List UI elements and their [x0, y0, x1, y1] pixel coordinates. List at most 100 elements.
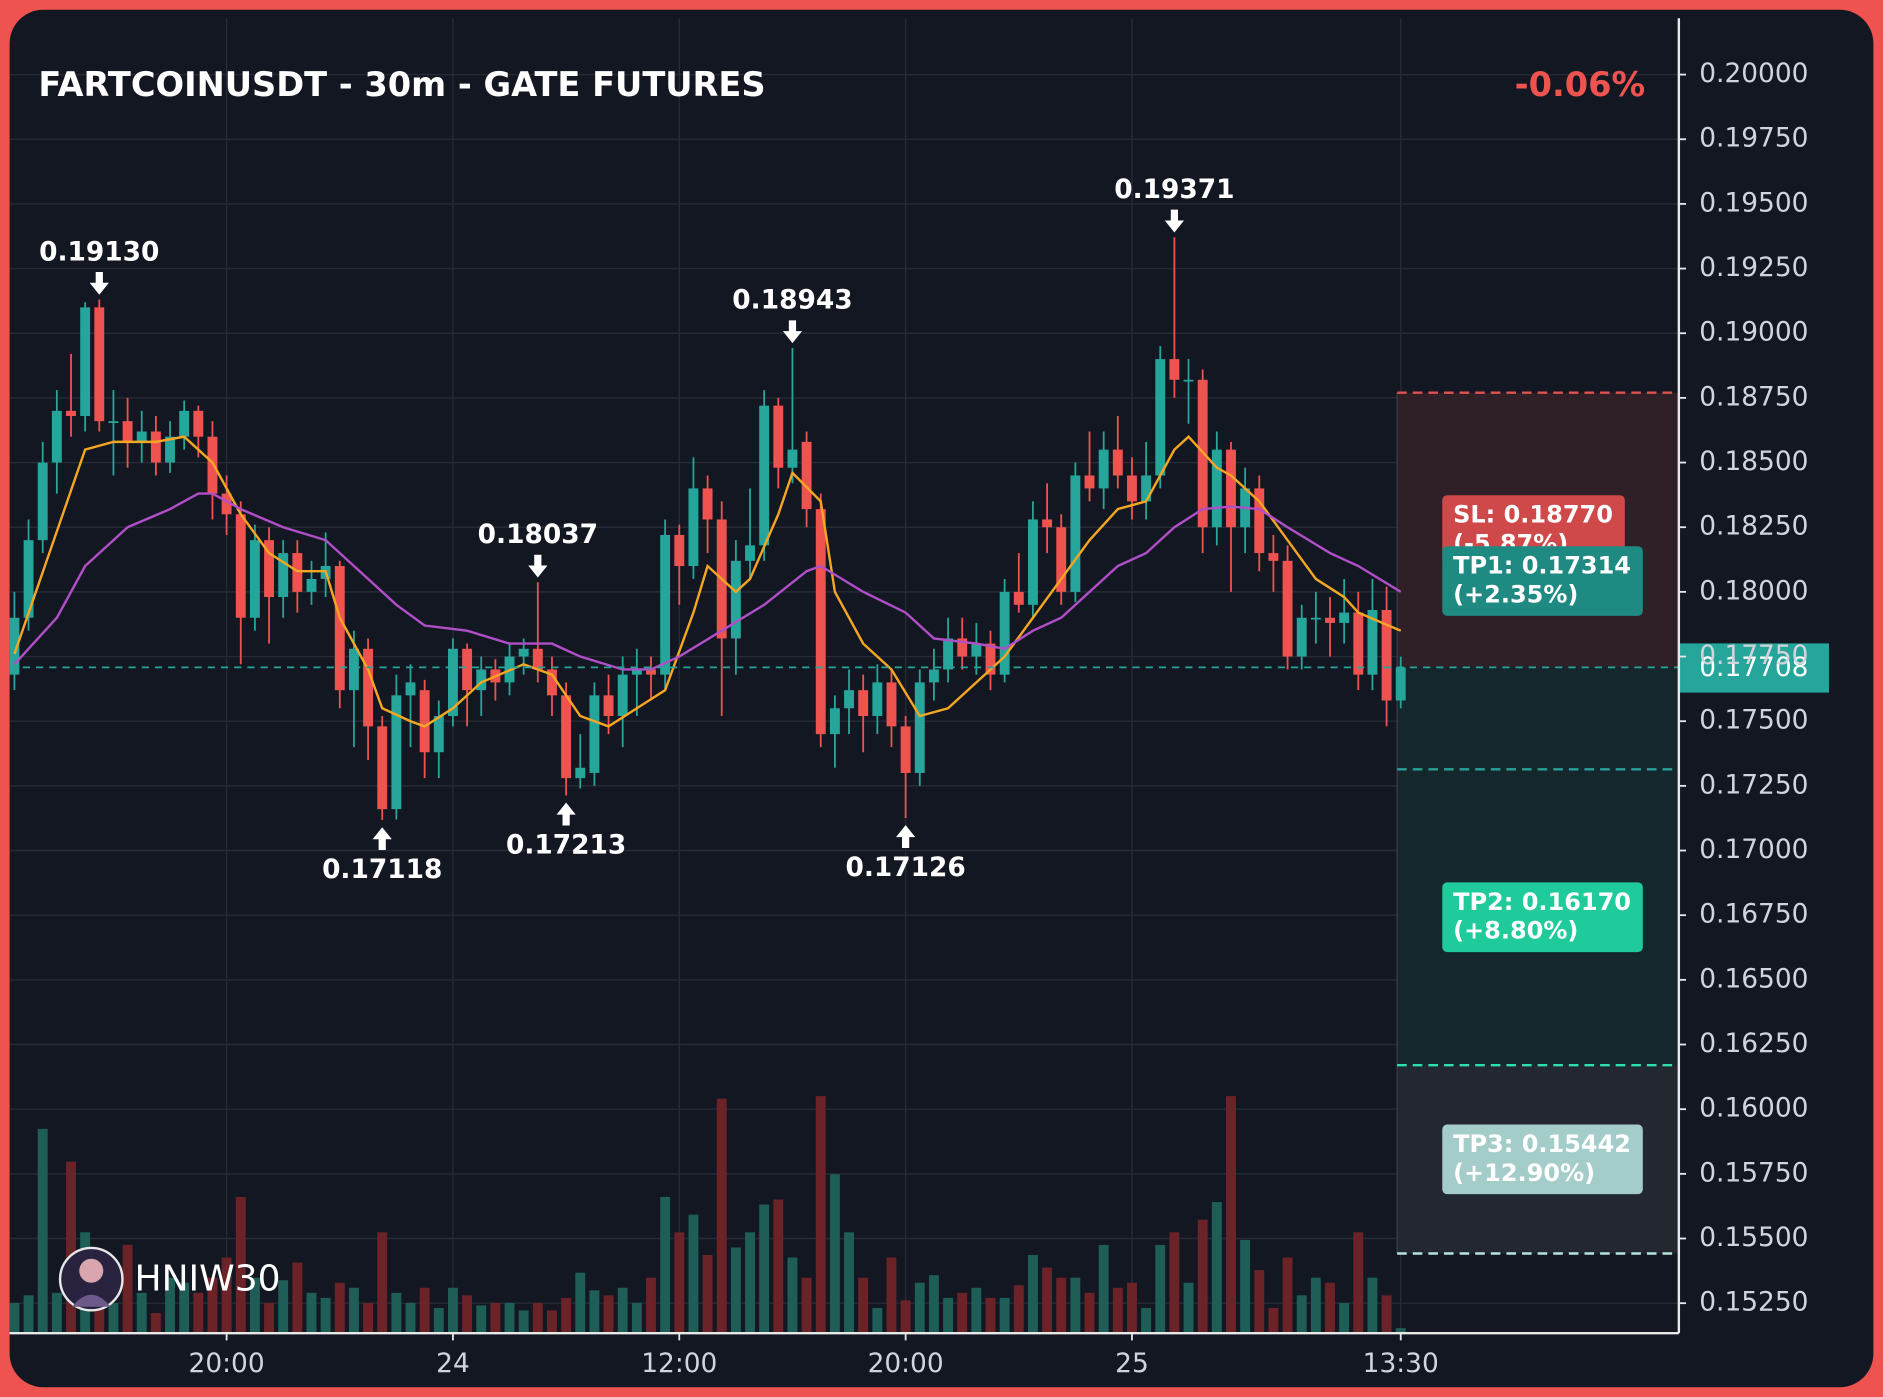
candle-body — [1395, 667, 1406, 701]
volume-bar — [829, 1174, 840, 1334]
volume-bar — [773, 1199, 784, 1334]
y-tick-label: 0.17500 — [1699, 705, 1808, 736]
level-label-text: TP3: 0.15442 — [1453, 1130, 1631, 1158]
volume-bar — [985, 1297, 996, 1334]
moving-average — [13, 492, 1402, 671]
candle-body — [801, 441, 812, 510]
volume-bar — [914, 1282, 925, 1334]
candle-body — [1141, 475, 1152, 502]
overlay: SL: 0.18770(-5.87%)TP1: 0.17314(+2.35%)T… — [9, 174, 1829, 1255]
volume-bar — [1183, 1282, 1194, 1334]
level-box — [1442, 1124, 1643, 1195]
volume-bar — [957, 1292, 968, 1334]
annotation-label: 0.19371 — [1114, 174, 1234, 205]
volume-bar — [688, 1214, 699, 1334]
level-pct-text: (+12.90%) — [1453, 1159, 1595, 1187]
avatar-body — [72, 1294, 111, 1307]
volume-bar — [971, 1287, 982, 1334]
volume-bar — [518, 1310, 529, 1334]
moving-average — [13, 434, 1402, 728]
annotation-label: 0.17213 — [506, 829, 626, 860]
level-label: TP2: 0.16170 — [1453, 888, 1631, 916]
volume-bar — [532, 1302, 543, 1334]
candle-body — [787, 449, 798, 468]
volume-bar — [165, 1277, 175, 1334]
candle-body — [1339, 612, 1350, 623]
volume-bar — [235, 1196, 246, 1334]
volume-bar — [122, 1244, 133, 1334]
volume-bar — [37, 1128, 48, 1334]
candle-body — [745, 545, 755, 561]
volume-bar — [249, 1277, 260, 1334]
volume-bar — [1296, 1295, 1307, 1334]
candle-body — [971, 643, 982, 657]
volume-bar — [1169, 1232, 1180, 1334]
y-tick-label: 0.18500 — [1699, 446, 1808, 477]
y-tick-label: 0.19500 — [1699, 187, 1808, 218]
level-pct: (+8.80%) — [1453, 917, 1578, 945]
candle-body — [150, 431, 161, 463]
chart-title: FARTCOINUSDT - 30m - GATE FUTURES — [38, 65, 765, 104]
x-tick-label: 25 — [1115, 1348, 1149, 1379]
volume-bar — [419, 1287, 430, 1334]
volume-bar — [348, 1287, 359, 1334]
volume-bar — [179, 1282, 190, 1334]
avatar-face — [79, 1258, 104, 1283]
volume-bar — [575, 1272, 586, 1334]
candle-body — [815, 509, 826, 735]
candle-body — [1226, 449, 1236, 528]
y-tick-label: 0.15250 — [1699, 1287, 1808, 1318]
volume-bar — [844, 1232, 854, 1334]
volume-bar — [660, 1196, 671, 1334]
y-tick-label: 0.17250 — [1699, 769, 1808, 800]
candle-body — [999, 591, 1010, 675]
candle-body — [928, 669, 939, 683]
volume-bar — [872, 1307, 883, 1334]
candle-body — [363, 648, 374, 727]
volume-bar — [1353, 1232, 1364, 1334]
candle-body — [589, 695, 600, 773]
volume-bar — [207, 1277, 218, 1334]
level-zone — [1397, 667, 1679, 1066]
volume-bar — [150, 1312, 161, 1334]
candle-body — [561, 695, 572, 779]
volume-bar — [1127, 1282, 1137, 1334]
candle-body — [165, 436, 175, 463]
candle-body — [1084, 475, 1095, 489]
candle-body — [306, 578, 317, 592]
annotation-label: 0.18943 — [732, 285, 852, 316]
candle-body — [1268, 553, 1279, 561]
candle-body — [51, 410, 62, 463]
candle-body — [603, 695, 614, 717]
candle-body — [575, 767, 586, 779]
volume-bar — [1070, 1277, 1081, 1334]
candle-body — [1127, 475, 1137, 502]
volume-bar — [1056, 1277, 1067, 1334]
volume-bar — [433, 1307, 444, 1334]
candle-body — [264, 540, 274, 598]
volume-bar — [1254, 1270, 1265, 1334]
candle-body — [193, 410, 204, 437]
candle-body — [37, 462, 48, 541]
candle-body — [207, 436, 218, 494]
annotation-label: 0.19130 — [39, 236, 159, 267]
level-label-text: TP1: 0.17314 — [1453, 552, 1631, 580]
candle-body — [1282, 560, 1293, 657]
y-tick-label: 0.17000 — [1699, 834, 1808, 865]
volume-bar — [674, 1232, 685, 1334]
annotation-arrow — [896, 825, 916, 848]
annotation-label: 0.17118 — [322, 854, 442, 885]
y-tick-label: 0.16750 — [1699, 899, 1808, 930]
candle-body — [122, 421, 133, 442]
candle-body — [900, 726, 911, 773]
candle-body — [419, 690, 430, 753]
volume-bar — [405, 1302, 416, 1334]
candle-body — [1296, 617, 1307, 657]
volume-bar — [801, 1277, 812, 1334]
volume-bar — [702, 1254, 713, 1334]
volume-bar — [334, 1282, 345, 1334]
candle-body — [108, 421, 119, 423]
candle-body — [1056, 527, 1067, 592]
x-tick-label: 20:00 — [189, 1348, 265, 1379]
candle-body — [1027, 519, 1038, 605]
